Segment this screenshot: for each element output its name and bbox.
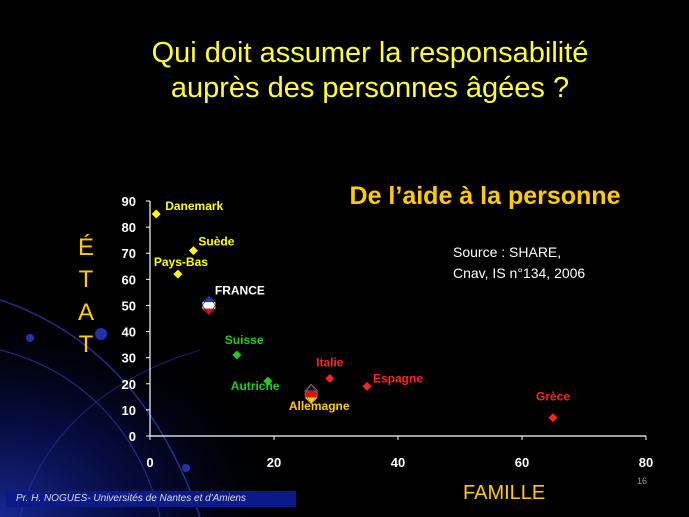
y-axis-label-letter: É xyxy=(77,234,94,261)
slide-title-line-1: Qui doit assumer la responsabilité xyxy=(151,37,589,69)
y-tick-label: 40 xyxy=(122,325,136,340)
point-danemark xyxy=(151,209,161,219)
point-label-pays-bas: Pays-Bas xyxy=(154,255,208,269)
point-france-flag-red xyxy=(202,308,216,316)
point-espagne xyxy=(362,381,372,391)
source-line-1: Source : SHARE, xyxy=(453,244,562,260)
point-label-espagne: Espagne xyxy=(373,371,423,385)
x-tick-label: 60 xyxy=(515,455,529,470)
y-tick-label: 70 xyxy=(122,246,136,261)
y-tick-label: 80 xyxy=(122,220,136,235)
point-pays-bas xyxy=(173,269,183,279)
point-autriche xyxy=(263,376,273,386)
point-label-allemagne: Allemagne xyxy=(289,399,350,413)
x-tick-label: 80 xyxy=(639,455,653,470)
slide-title-line-2: auprès des personnes âgées ? xyxy=(170,72,570,104)
source-line-2: Cnav, IS n°134, 2006 xyxy=(453,265,586,281)
x-tick-label: 20 xyxy=(267,455,281,470)
decoration-dot xyxy=(182,464,190,472)
footer-credit: Pr. H. NOGUES- Universités de Nantes et … xyxy=(6,491,296,507)
x-tick-label: 40 xyxy=(391,455,405,470)
page-number: 16 xyxy=(637,476,648,486)
y-tick-label: 90 xyxy=(122,194,136,209)
point-label-italie: Italie xyxy=(316,356,344,370)
decoration-dot xyxy=(26,334,34,342)
slide-title: Qui doit assumer la responsabilité auprè… xyxy=(60,36,680,106)
x-tick-label: 0 xyxy=(146,455,153,470)
x-axis-label: FAMILLE xyxy=(463,482,546,504)
point-suisse xyxy=(232,350,242,360)
y-axis-label-letter: A xyxy=(77,299,94,326)
point-france xyxy=(202,294,216,316)
y-tick-label: 20 xyxy=(122,377,136,392)
point-label-suisse: Suisse xyxy=(225,333,264,347)
point-gr-ce xyxy=(548,413,558,423)
y-tick-label: 60 xyxy=(122,272,136,287)
point-label-danemark: Danemark xyxy=(165,199,223,213)
point-label-france: FRANCE xyxy=(215,283,265,297)
point-france-flag-white xyxy=(202,302,216,309)
y-axis-label-letter: T xyxy=(78,331,94,358)
point-allemagne xyxy=(304,383,319,405)
point-allemagne-flag-black xyxy=(303,383,319,392)
point-allemagne-flag-red xyxy=(304,390,318,398)
y-tick-label: 0 xyxy=(129,429,136,444)
point-italie xyxy=(325,374,335,384)
decoration-dot xyxy=(95,328,107,340)
point-su-de xyxy=(188,246,198,256)
y-tick-label: 50 xyxy=(122,298,136,313)
y-tick-label: 10 xyxy=(122,403,136,418)
point-label-su-de: Suède xyxy=(198,235,234,249)
y-tick-label: 30 xyxy=(122,351,136,366)
chart-title: De l’aide à la personne xyxy=(349,182,621,210)
point-label-autriche: Autriche xyxy=(231,379,280,393)
y-axis-label-letter: T xyxy=(78,266,94,293)
source-note: Source : SHARE, Cnav, IS n°134, 2006 xyxy=(453,242,585,284)
point-label-gr-ce: Grèce xyxy=(536,390,570,404)
point-france-flag-blue xyxy=(202,295,216,303)
